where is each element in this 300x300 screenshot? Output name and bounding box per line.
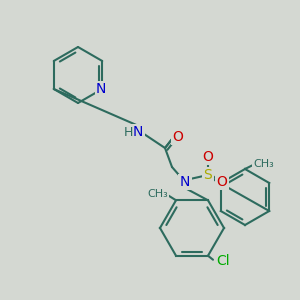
Text: CH₃: CH₃: [147, 189, 168, 199]
Text: S: S: [204, 168, 212, 182]
Text: O: O: [202, 150, 213, 164]
Text: N: N: [133, 125, 143, 139]
Text: N: N: [96, 82, 106, 96]
Text: N: N: [180, 175, 190, 189]
Text: H: H: [123, 127, 133, 140]
Text: Cl: Cl: [216, 254, 230, 268]
Text: CH₃: CH₃: [253, 159, 274, 169]
Text: O: O: [172, 130, 183, 144]
Text: O: O: [217, 175, 227, 189]
